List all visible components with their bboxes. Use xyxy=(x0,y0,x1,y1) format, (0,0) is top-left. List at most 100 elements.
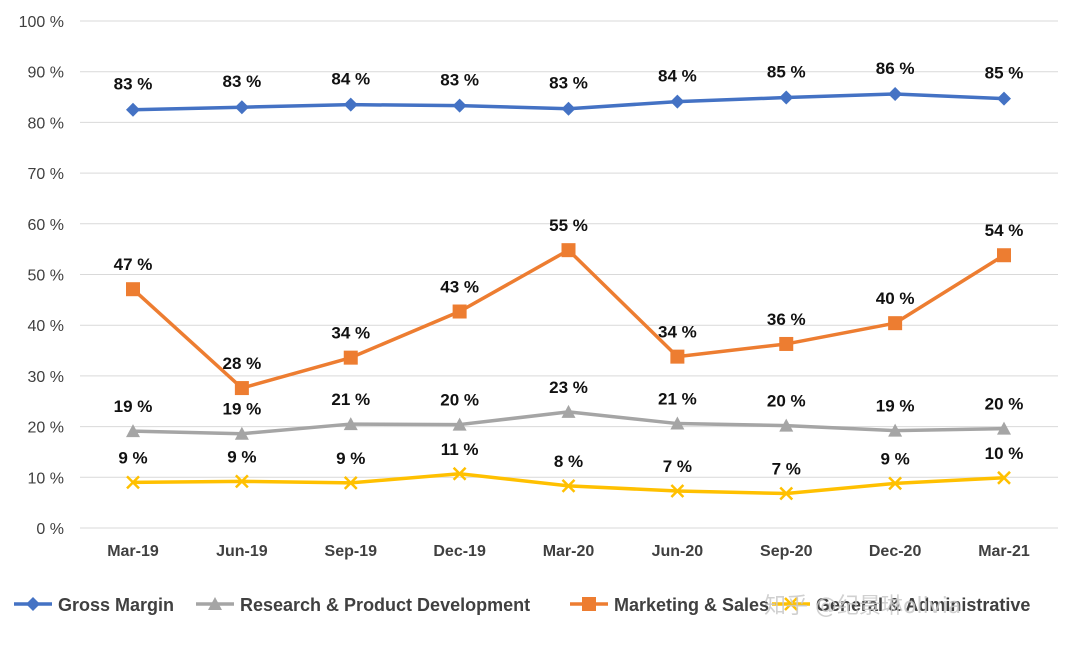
data-point xyxy=(452,417,467,431)
data-point xyxy=(561,243,576,258)
series-gross-margin: 83 % 83 % 84 % 83 % 83 % 84 % 85 % 86 % 85 % xyxy=(114,59,1024,117)
legend-item: General & Administrative xyxy=(772,595,1030,615)
data-label: 36 % xyxy=(767,310,806,329)
data-point xyxy=(126,424,140,438)
x-axis: Mar-19 Jun-19 Sep-19 Dec-19 Mar-20 Jun-20 Sep-… xyxy=(107,543,1030,560)
x-tick-label: Mar-21 xyxy=(978,543,1030,560)
data-label: 9 % xyxy=(336,449,365,468)
data-point xyxy=(234,100,249,115)
y-tick-label: 0 % xyxy=(36,521,64,538)
series-general: 9 % 9 % 9 % 11 % 8 % 7 % 7 % 9 % 10 % xyxy=(118,440,1024,501)
y-tick-label: 50 % xyxy=(28,268,64,285)
data-label: 85 % xyxy=(767,63,806,82)
data-point xyxy=(888,316,903,331)
legend-marker xyxy=(582,597,596,611)
data-label: 7 % xyxy=(663,457,692,476)
data-point xyxy=(670,349,685,364)
data-label: 34 % xyxy=(658,323,697,342)
data-point xyxy=(126,102,140,117)
data-label: 9 % xyxy=(880,449,909,468)
data-label: 85 % xyxy=(985,64,1024,83)
data-label: 55 % xyxy=(549,216,588,235)
data-point xyxy=(343,97,358,112)
data-point xyxy=(888,87,903,102)
y-tick-label: 20 % xyxy=(28,420,64,437)
legend-label: Gross Margin xyxy=(58,595,174,615)
data-point xyxy=(997,91,1011,106)
y-tick-label: 70 % xyxy=(28,166,64,183)
x-tick-label: Jun-19 xyxy=(216,543,268,560)
data-point xyxy=(234,426,249,440)
data-label: 20 % xyxy=(985,395,1024,414)
series-research: 19 % 19 % 21 % 20 % 23 % 21 % 20 % 19 % 20 % xyxy=(114,378,1024,440)
legend-marker xyxy=(208,597,222,610)
data-label: 54 % xyxy=(985,221,1024,240)
data-point xyxy=(670,94,685,109)
data-point xyxy=(234,474,249,489)
data-label: 19 % xyxy=(876,397,915,416)
legend-marker xyxy=(784,597,798,611)
x-tick-label: Mar-19 xyxy=(107,543,159,560)
x-tick-label: Sep-19 xyxy=(325,543,378,560)
data-point xyxy=(779,90,794,105)
data-label: 21 % xyxy=(331,390,370,409)
data-point xyxy=(670,416,685,430)
data-label: 47 % xyxy=(114,255,153,274)
data-point xyxy=(779,486,794,501)
data-point xyxy=(997,470,1011,485)
data-label: 43 % xyxy=(440,278,479,297)
y-tick-label: 80 % xyxy=(28,115,64,132)
data-label: 83 % xyxy=(440,71,479,90)
data-label: 19 % xyxy=(223,400,262,419)
data-point xyxy=(343,417,358,431)
data-label: 83 % xyxy=(114,75,153,94)
data-point xyxy=(888,423,903,437)
y-tick-label: 100 % xyxy=(19,14,64,31)
x-tick-label: Dec-19 xyxy=(433,543,486,560)
legend-label: General & Administrative xyxy=(816,595,1030,615)
data-point xyxy=(452,98,467,113)
series-line xyxy=(132,472,1005,496)
data-label: 40 % xyxy=(876,289,915,308)
data-point xyxy=(452,304,467,319)
data-label: 84 % xyxy=(331,70,370,89)
y-tick-label: 40 % xyxy=(28,318,64,335)
data-label: 20 % xyxy=(767,392,806,411)
data-point xyxy=(997,248,1011,263)
x-tick-label: Mar-20 xyxy=(543,543,595,560)
data-label: 83 % xyxy=(223,72,262,91)
data-label: 19 % xyxy=(114,397,153,416)
watermark-text: 知乎 @纪景琳olivia xyxy=(764,594,961,619)
x-tick-label: Jun-20 xyxy=(652,543,704,560)
data-point xyxy=(561,101,576,116)
y-tick-label: 60 % xyxy=(28,217,64,234)
data-label: 34 % xyxy=(331,324,370,343)
data-point xyxy=(343,350,358,365)
data-point xyxy=(779,418,794,432)
legend-item: Marketing & Sales xyxy=(570,595,769,615)
data-label: 8 % xyxy=(554,452,583,471)
data-label: 9 % xyxy=(118,448,147,467)
legend-label: Research & Product Development xyxy=(240,595,530,615)
legend-label: Marketing & Sales xyxy=(614,595,769,615)
data-label: 7 % xyxy=(772,460,801,479)
legend-marker xyxy=(26,597,40,611)
data-label: 11 % xyxy=(441,440,479,459)
y-tick-label: 90 % xyxy=(28,65,64,82)
data-point xyxy=(997,421,1011,435)
data-label: 10 % xyxy=(985,444,1024,463)
data-label: 9 % xyxy=(227,447,256,466)
series-marketing: 47 % 28 % 34 % 43 % 55 % 34 % 36 % 40 % 54 % xyxy=(114,216,1024,396)
gridlines xyxy=(80,20,1058,529)
x-tick-label: Dec-20 xyxy=(869,543,922,560)
data-label: 83 % xyxy=(549,74,588,93)
data-point xyxy=(561,404,576,418)
x-tick-label: Sep-20 xyxy=(760,543,813,560)
data-point xyxy=(343,475,358,490)
data-label: 21 % xyxy=(658,390,697,409)
data-point xyxy=(888,476,903,491)
series-line xyxy=(131,248,1005,390)
data-label: 84 % xyxy=(658,67,697,86)
